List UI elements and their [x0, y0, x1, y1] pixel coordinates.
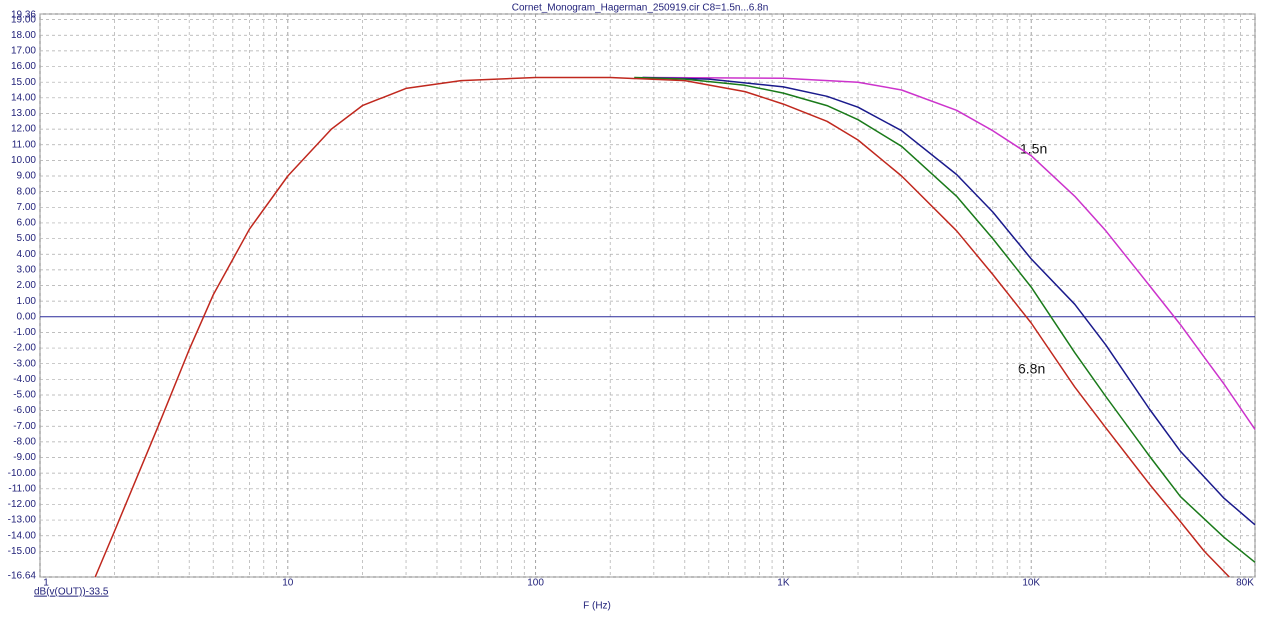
y-tick-label: -15.00	[8, 546, 37, 557]
y-tick-label: -9.00	[13, 452, 36, 463]
y-tick-label: 10.00	[11, 155, 36, 166]
x-axis-label: F (Hz)	[583, 601, 611, 612]
y-tick-label: 1.00	[17, 296, 37, 307]
x-tick-label: 1K	[777, 578, 790, 589]
x-tick-label: 80K	[1236, 578, 1254, 589]
y-tick-label: 5.00	[17, 233, 37, 244]
y-tick-label: 11.00	[12, 139, 37, 150]
y-tick-label: 19.36	[11, 10, 36, 21]
y-tick-label: -16.64	[8, 571, 37, 582]
y-tick-label: -14.00	[8, 530, 37, 541]
y-tick-label: 7.00	[17, 202, 37, 213]
y-tick-label: 14.00	[11, 92, 36, 103]
y-tick-label: 4.00	[17, 249, 37, 260]
y-tick-label: 6.00	[17, 218, 37, 229]
y-tick-label: 2.00	[17, 280, 37, 291]
y-tick-label: 9.00	[17, 171, 37, 182]
y-tick-label: -7.00	[13, 421, 36, 432]
y-tick-label: -13.00	[8, 515, 37, 526]
y-tick-label: 15.00	[11, 77, 36, 88]
y-tick-label: -5.00	[13, 390, 36, 401]
y-tick-label: -4.00	[13, 374, 36, 385]
y-tick-label: 17.00	[11, 46, 36, 57]
line-series	[634, 76, 1256, 563]
y-tick-label: -2.00	[13, 343, 36, 354]
y-tick-label: 0.00	[17, 311, 37, 322]
chart-title: Cornet_Monogram_Hagerman_250919.cir C8=1…	[512, 3, 769, 14]
y-tick-label: 18.00	[11, 30, 36, 41]
x-tick-label: 1	[43, 578, 49, 589]
line-series	[642, 76, 1256, 430]
y-tick-label: -6.00	[13, 405, 36, 416]
x-tick-label: 10	[282, 578, 294, 589]
y-tick-label: 12.00	[11, 124, 36, 135]
y-tick-label: 13.00	[11, 108, 36, 119]
line-series	[94, 76, 1230, 578]
y-tick-label: -11.00	[8, 483, 36, 494]
y-tick-label: 16.00	[11, 61, 36, 72]
y-tick-label: 8.00	[17, 186, 37, 197]
x-tick-label: 100	[527, 578, 544, 589]
y-tick-label: -1.00	[13, 327, 36, 338]
y-tick-label: 3.00	[17, 264, 37, 275]
annotation: 1.5n	[1020, 141, 1047, 157]
y-axis-label: dB(v(OUT))-33.5	[34, 587, 109, 598]
y-tick-label: -3.00	[13, 358, 36, 369]
plot-area	[39, 13, 1256, 578]
y-tick-label: -10.00	[8, 468, 37, 479]
line-series	[642, 76, 1256, 526]
y-tick-label: 19.00	[11, 14, 36, 25]
x-tick-label: 10K	[1022, 578, 1040, 589]
y-tick-label: -8.00	[13, 437, 36, 448]
y-tick-label: -12.00	[8, 499, 37, 510]
